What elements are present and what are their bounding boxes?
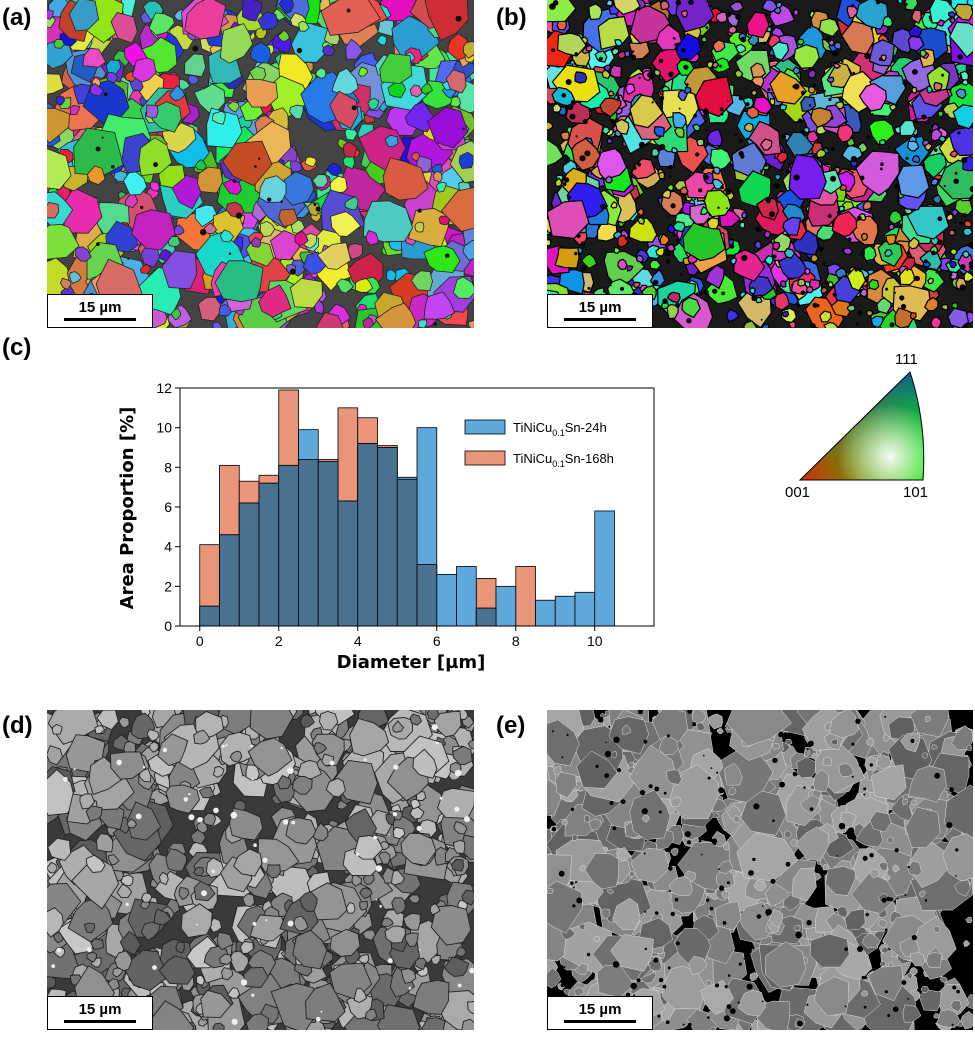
y-tick-label: 6 [164,499,172,515]
bar-overlap [416,564,438,627]
panel-label-b: (b) [496,4,527,31]
x-tick-label: 0 [196,633,204,649]
scale-bar-e: 15 µm [547,996,653,1030]
y-axis-label: Area Proportion [%] [117,407,138,610]
bar-overlap [278,464,299,627]
scale-bar-b: 15 µm [547,294,653,328]
x-axis-label: Diameter [µm] [337,652,486,673]
x-tick-label: 4 [354,633,362,649]
bar-24h [535,599,556,627]
scale-bar-line [564,318,636,321]
y-tick-label: 2 [164,578,172,594]
legend-label-168h: TiNiCu0.1Sn-168h [513,451,614,469]
scale-bar-label: 15 µm [78,1001,122,1018]
ipf-label-101: 101 [903,484,928,501]
ipf-label-001: 001 [785,484,810,501]
bar-168h [515,566,536,627]
y-tick-label: 12 [156,380,172,396]
ebsd-map-a: 15 µm [47,0,474,328]
bar-overlap [396,478,418,627]
ipf-label-111: 111 [895,351,918,368]
bar-24h [436,574,457,627]
bar-overlap [199,605,220,627]
scale-bar-label: 15 µm [578,299,622,316]
scale-bar-label: 15 µm [578,1001,622,1018]
x-tick-label: 8 [512,633,520,649]
grain-size-histogram: 0 2 4 6 8 10 12 0 2 4 6 8 10 Diameter [µm] Area Prop… [117,380,655,673]
y-tick-label: 8 [164,459,172,475]
bar-24h [495,585,517,627]
scale-bar-line [64,1020,136,1023]
x-tick-label: 10 [587,633,603,649]
bar-overlap [258,482,280,627]
bar-overlap [317,460,339,627]
x-tick-label: 2 [275,633,283,649]
bse-micrograph-d: 15 µm [47,710,474,1030]
scale-bar-label: 15 µm [78,299,122,316]
y-tick-label: 0 [164,618,172,634]
legend-swatch-24h [464,419,506,435]
legend-swatch-168h [464,450,506,466]
ipf-color-key: 111 001 101 [785,351,928,501]
bar-24h [456,566,477,627]
bar-24h [574,591,596,627]
scale-bar-d: 15 µm [47,996,153,1030]
panel-label-c: (c) [2,334,32,361]
bar-overlap [475,607,497,627]
x-tick-label: 6 [433,633,441,649]
bse-micrograph-e: 15 µm [547,710,973,1030]
legend-label-24h: TiNiCu0.1Sn-24h [513,420,607,438]
bar-24h [594,510,615,627]
bar-overlap [357,443,378,627]
chart-legend: TiNiCu0.1Sn-24h TiNiCu0.1Sn-168h [464,419,614,469]
bar-overlap [377,447,398,627]
scale-bar-line [64,318,136,321]
y-tick-label: 4 [164,539,172,555]
ebsd-map-b: 15 µm [547,0,973,328]
panel-label-e: (e) [496,712,526,739]
bar-24h [554,595,576,627]
bar-overlap [219,534,240,627]
scale-bar-line [564,1020,636,1023]
bar-overlap [337,500,359,627]
y-tick-label: 10 [156,420,172,436]
panel-label-a: (a) [2,4,32,31]
scale-bar-a: 15 µm [47,294,153,328]
bar-overlap [238,502,260,627]
bar-overlap [298,459,319,627]
panel-label-d: (d) [2,712,33,739]
